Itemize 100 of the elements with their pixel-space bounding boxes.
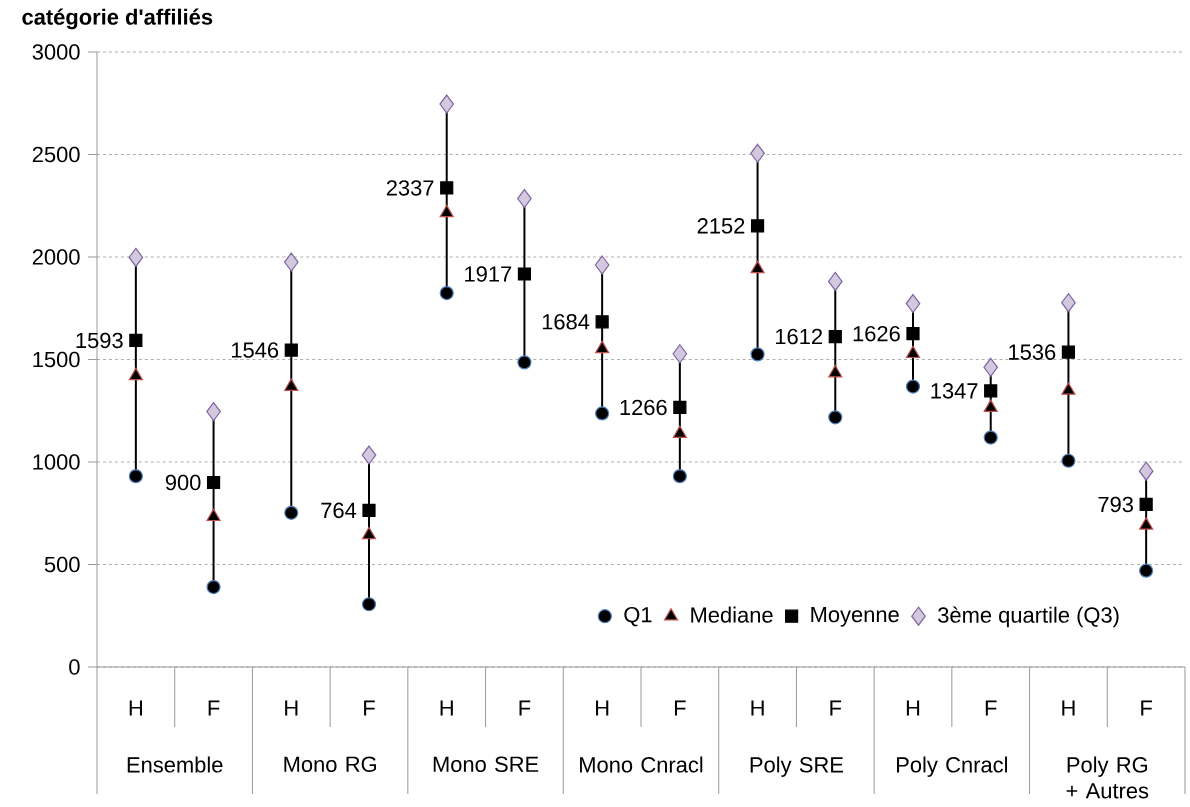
data-label: 1546	[232, 342, 279, 358]
text: Poly RG + Autres	[1066, 756, 1149, 799]
text: Poly SRE	[750, 756, 843, 777]
legend-label: Mediane	[691, 606, 773, 623]
x-tick-label: F	[364, 700, 375, 716]
point	[1061, 382, 1076, 395]
x-tick-label: H	[906, 700, 920, 716]
y-tick-label: 500	[44, 556, 80, 573]
point	[750, 347, 765, 362]
data-label: 2337	[386, 180, 434, 196]
point	[672, 469, 687, 484]
data-label: 1266	[620, 399, 667, 416]
data-label: 1612	[776, 328, 822, 345]
point	[439, 94, 455, 114]
point	[206, 508, 221, 522]
point	[672, 344, 688, 364]
text: Mono SRE	[433, 756, 539, 773]
point	[983, 357, 999, 377]
point	[595, 406, 610, 421]
point	[284, 505, 299, 520]
point	[983, 399, 998, 413]
point	[128, 469, 143, 484]
point	[905, 345, 921, 359]
data-label: 2152	[697, 218, 745, 234]
point	[595, 315, 609, 329]
legend-label: Moyenne	[811, 607, 899, 627]
data-label: 793	[1098, 496, 1133, 513]
point	[827, 271, 843, 291]
point	[673, 400, 687, 415]
point	[1061, 453, 1076, 468]
text: Mono Cnracl	[580, 756, 703, 773]
x-tick-label: F	[208, 700, 220, 716]
point	[439, 285, 454, 301]
text: Poly Cnracl	[897, 756, 1007, 777]
point	[1139, 497, 1153, 512]
x-tick-label: F	[519, 700, 531, 716]
y-tick-label: 1500	[33, 351, 80, 368]
point	[517, 267, 532, 281]
point	[828, 410, 843, 425]
data-label: 1684	[542, 314, 590, 330]
point	[1061, 293, 1076, 313]
data-label: 1917	[465, 266, 512, 282]
x-tick-label: H	[751, 700, 764, 716]
point	[361, 597, 377, 612]
point	[284, 343, 298, 357]
point	[128, 247, 144, 268]
data-label: 1626	[853, 325, 900, 342]
point	[828, 364, 843, 378]
point	[517, 188, 532, 209]
point	[129, 333, 143, 348]
y-tick-label: 3000	[32, 44, 80, 60]
x-tick-label: H	[1062, 700, 1075, 716]
y-tick-label: 2000	[32, 249, 80, 265]
chart-title: catégorie d'affiliés	[22, 8, 213, 30]
point	[905, 379, 921, 394]
point	[595, 340, 610, 354]
point	[283, 252, 299, 272]
point	[439, 204, 454, 218]
point	[284, 378, 299, 391]
point	[828, 329, 842, 344]
text: Ensemble	[127, 756, 223, 773]
y-tick-label: 0	[69, 659, 80, 675]
point	[206, 401, 221, 422]
data-label: 764	[321, 502, 357, 519]
point	[1139, 517, 1154, 530]
point	[750, 219, 765, 233]
point	[440, 181, 454, 195]
point	[128, 367, 143, 381]
legend-label: 3ème quartile (Q3)	[938, 606, 1119, 628]
x-tick-label: H	[440, 700, 453, 716]
legend-label: Q1	[624, 606, 652, 627]
data-label: 1347	[931, 383, 978, 399]
x-tick-label: H	[129, 700, 142, 716]
x-tick-label: H	[596, 700, 609, 716]
x-tick-label: H	[285, 700, 298, 716]
point	[905, 293, 921, 314]
x-tick-label: F	[1141, 700, 1152, 716]
point	[206, 475, 221, 490]
y-tick-label: 1000	[33, 454, 80, 470]
text: Mono RG	[284, 756, 376, 773]
point	[361, 445, 377, 465]
point	[517, 355, 532, 370]
point	[1138, 461, 1154, 481]
point	[750, 260, 765, 274]
data-label: 1536	[1009, 344, 1056, 360]
x-tick-label: F	[674, 700, 686, 716]
point	[361, 526, 377, 540]
point	[1061, 345, 1076, 359]
point	[672, 425, 687, 439]
x-tick-label: F	[830, 700, 842, 716]
y-tick-label: 2500	[32, 146, 80, 163]
data-label: 1593	[76, 332, 123, 349]
point	[750, 143, 765, 163]
point	[594, 255, 610, 275]
point	[362, 503, 376, 517]
point	[206, 579, 221, 595]
data-label: 900	[165, 474, 201, 491]
point	[906, 327, 920, 341]
x-tick-label: F	[985, 700, 997, 716]
point	[984, 384, 998, 398]
